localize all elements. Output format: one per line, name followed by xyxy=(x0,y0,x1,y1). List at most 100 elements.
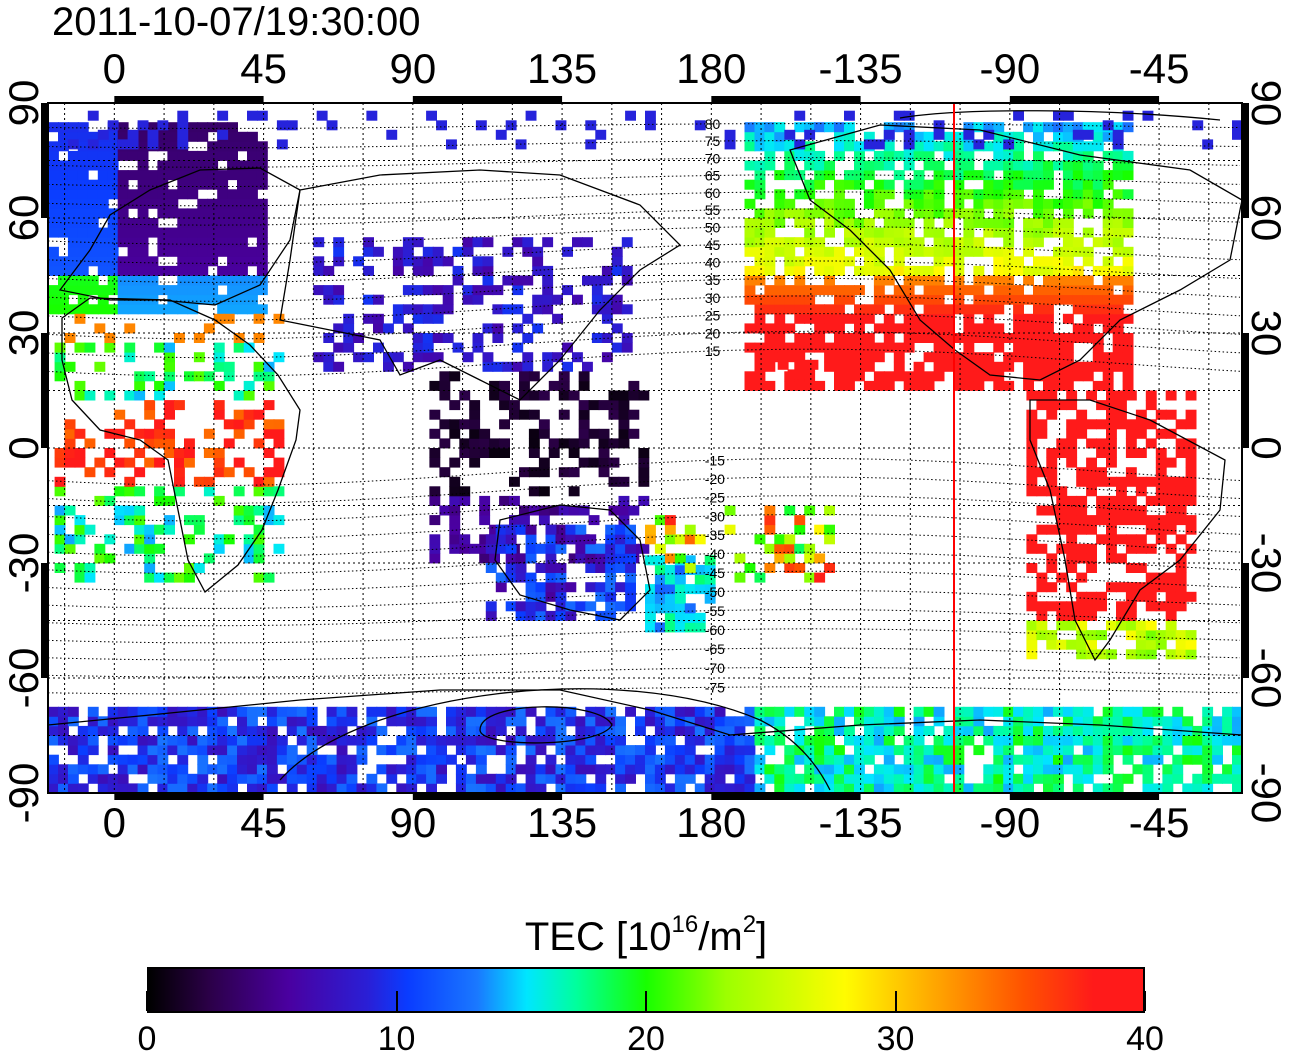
tec-cell-antarctica xyxy=(585,754,597,765)
tec-cell-north-america xyxy=(983,313,995,324)
tec-cell-europe xyxy=(227,227,238,238)
tec-cell-antarctica xyxy=(505,754,517,765)
tec-cell-north-america xyxy=(873,304,885,315)
tec-cell-antarctica xyxy=(177,735,189,746)
tec-cell-europe xyxy=(217,218,229,228)
tec-cell-south-america xyxy=(1066,582,1078,593)
tec-cell-antarctica xyxy=(207,764,219,775)
tec-cell-antarctica xyxy=(734,725,746,736)
tec-cell-europe xyxy=(167,237,179,248)
tec-cell-north-america xyxy=(834,256,845,267)
tec-cell-east-asia xyxy=(512,285,524,296)
tec-cell-antarctica xyxy=(674,706,686,717)
tec-cell-europe xyxy=(237,285,248,296)
dip-contour-75 xyxy=(48,140,1241,149)
tec-cell-east-asia xyxy=(611,265,623,276)
tec-cell-antarctica xyxy=(714,725,726,736)
tec-cell-south-america xyxy=(1116,476,1127,487)
tec-cell-new-zealand xyxy=(674,584,686,595)
tec-cell-east-asia xyxy=(313,237,325,248)
tec-cell-south-america xyxy=(1116,400,1127,411)
tec-cell-south-america xyxy=(1036,419,1048,430)
frame-tick-bar xyxy=(114,794,264,800)
tec-cell-north-america xyxy=(854,285,865,296)
tec-cell-north-america xyxy=(844,313,855,324)
tec-cell-antarctica xyxy=(694,754,706,765)
tec-cell-antarctica xyxy=(446,725,457,736)
dip-equator-loop-south xyxy=(479,706,613,744)
tec-cell-north-america xyxy=(883,189,895,200)
tec-cell-north-america xyxy=(943,285,955,296)
tec-cell-north-america xyxy=(1013,323,1024,334)
tec-cell-antarctica xyxy=(515,764,527,775)
tec-cell-antarctica xyxy=(854,735,865,746)
tec-cell-north-america xyxy=(953,380,965,391)
tec-cell-north-america xyxy=(1053,122,1064,133)
tec-cell-east-asia xyxy=(512,342,524,353)
tec-cell-north-america xyxy=(854,313,865,324)
tec-cell-australia xyxy=(525,591,537,602)
tec-cell-north-america xyxy=(933,189,945,200)
tec-cell-antarctica xyxy=(595,764,607,775)
tec-cell-africa xyxy=(193,515,205,526)
tec-cell-south-america xyxy=(1086,639,1097,650)
tec-cell-australia xyxy=(515,610,527,621)
tec-cell-new-zealand xyxy=(674,612,686,623)
tec-cell-antarctica xyxy=(923,706,935,717)
tec-cell-north-america xyxy=(933,179,945,190)
tec-cell-south-america xyxy=(1175,505,1187,516)
tec-cell-north-america xyxy=(754,237,766,248)
tec-cell-southeast-asia xyxy=(598,400,610,411)
tec-cell-antarctica xyxy=(913,754,925,765)
tec-cell-north-america xyxy=(844,218,855,228)
tec-cell-africa xyxy=(154,390,165,401)
tec-cell-south-america xyxy=(1135,563,1147,573)
tec-cell-antarctica xyxy=(913,764,925,775)
tec-cell-southeast-asia xyxy=(469,457,481,468)
tec-cell-antarctica xyxy=(58,716,69,727)
tec-cell-south-america xyxy=(1165,476,1177,487)
tec-cell-europe xyxy=(207,179,219,190)
tec-cell-east-asia xyxy=(472,265,484,276)
tec-cell-africa xyxy=(164,515,175,526)
tec-cell-europe xyxy=(157,265,169,276)
tec-cell-east-asia xyxy=(542,237,554,248)
tec-cell-australia xyxy=(625,534,636,545)
tec-cell-north-america xyxy=(903,122,915,133)
tec-cell-south-america xyxy=(1185,486,1197,497)
tec-cell-antarctica xyxy=(983,735,995,746)
tec-cell-north-america xyxy=(814,237,826,248)
tec-cell-antarctica xyxy=(595,716,607,727)
tec-cell-africa xyxy=(124,390,136,401)
tec-cell-antarctica xyxy=(1202,745,1214,756)
tec-cell-north-america xyxy=(1112,265,1124,276)
tec-cell-antarctica xyxy=(804,735,816,746)
tec-cell-europe xyxy=(217,208,229,219)
tec-cell-africa xyxy=(263,361,275,372)
tec-cell-antarctica xyxy=(913,745,925,756)
tec-cell-north-america xyxy=(943,150,955,161)
tec-cell-africa xyxy=(164,361,175,372)
tec-cell-antarctica xyxy=(1053,773,1064,784)
tec-cell-north-america xyxy=(744,237,756,248)
tec-cell-south-america xyxy=(1165,495,1177,506)
tec-cell-australia xyxy=(495,582,507,593)
tec-cell-europe xyxy=(227,237,238,248)
tec-cell-south-america xyxy=(1135,409,1147,420)
tec-cell-europe xyxy=(207,256,219,267)
tec-cell-south-america xyxy=(1086,553,1097,564)
tec-cell-europe xyxy=(237,227,248,238)
tec-cell-antarctica xyxy=(505,764,517,775)
tec-cell-north-america xyxy=(903,275,915,286)
tec-cell-antarctica xyxy=(107,725,119,736)
tec-cell-north-america xyxy=(1092,141,1104,152)
tec-cell-southeast-asia xyxy=(608,438,620,449)
dip-label-35: 35 xyxy=(705,272,721,288)
tec-cell-south-america xyxy=(1036,572,1048,583)
tec-cell-new-zealand xyxy=(694,622,706,633)
tec-cell-antarctica xyxy=(217,745,229,756)
tec-cell-south-america xyxy=(1125,515,1137,526)
tec-cell-north-america xyxy=(1023,380,1034,391)
tec-cell-europe xyxy=(207,208,219,219)
tec-cell-north-america xyxy=(903,323,915,334)
